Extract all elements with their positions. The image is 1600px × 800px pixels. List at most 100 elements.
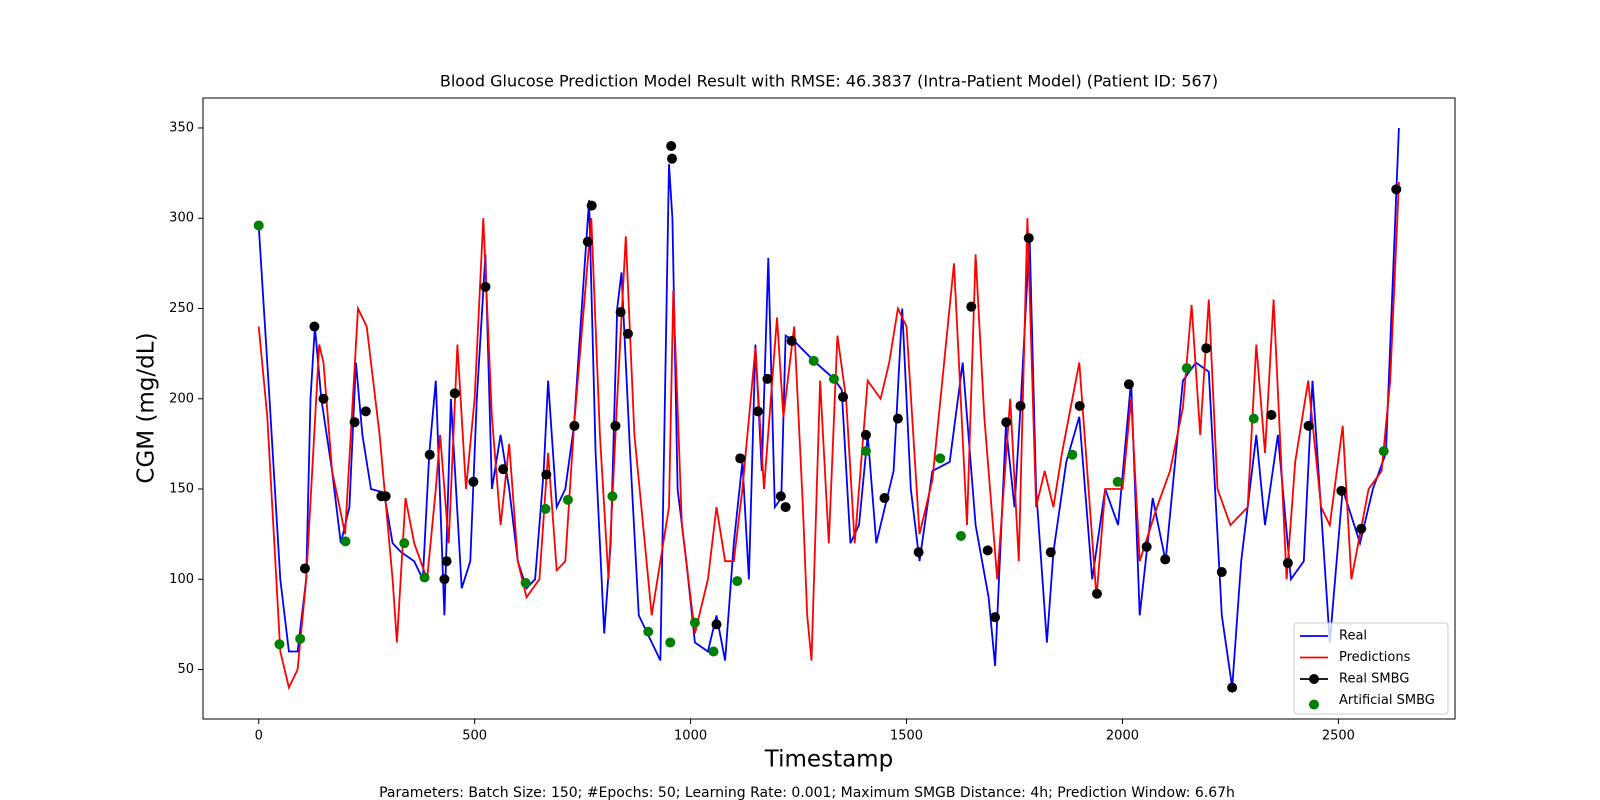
smbg-point [1248,413,1259,424]
x-tick-label: 0 [255,729,263,744]
smbg-point [610,420,621,431]
legend-label: Artificial SMBG [1339,693,1435,708]
smbg-point [449,388,460,399]
smbg-point [752,406,763,417]
smbg-point [582,236,593,247]
smbg-point [1141,541,1152,552]
smbg-point [562,494,573,505]
smbg-point [667,153,678,164]
smbg-point [468,476,479,487]
smbg-point [380,491,391,502]
smbg-point [775,491,786,502]
smbg-point [1001,417,1012,428]
legend-box [1293,622,1449,715]
smbg-point [786,335,797,346]
chart-title: Blood Glucose Prediction Model Result wi… [440,72,1218,91]
smbg-point [1112,476,1123,487]
smbg-point [540,503,551,514]
smbg-point [1391,184,1402,195]
smbg-point [935,453,946,464]
smbg-point [498,464,509,475]
smbg-point [1282,558,1293,569]
smbg-point [1181,363,1192,374]
legend-label: Real SMBG [1339,672,1409,687]
smbg-point [1123,379,1134,390]
y-tick-label: 200 [169,391,194,406]
smbg-point [1045,547,1056,558]
smbg-point [838,391,849,402]
smbg-point [689,617,700,628]
smbg-point [732,576,743,587]
smbg-point [309,321,320,332]
smbg-point [711,619,722,630]
legend-marker [1309,699,1319,710]
y-tick-label: 150 [169,482,194,497]
legend-label: Real [1339,629,1367,644]
smbg-point [1356,523,1367,534]
smbg-point [541,469,552,480]
legend-marker [1309,674,1319,684]
smbg-point [780,502,791,513]
smbg-point [419,572,430,583]
smbg-point [1378,446,1389,457]
plot-area [253,127,1402,693]
smbg-point [1303,420,1314,431]
smbg-point [480,281,491,292]
x-tick-label: 2500 [1322,729,1355,744]
smbg-point [990,612,1001,623]
smbg-point [1067,449,1078,460]
series-line [257,182,1400,691]
smbg-point [318,393,329,404]
smbg-point [615,307,626,318]
smbg-point [892,413,903,424]
smbg-point [860,446,871,457]
smbg-point [966,301,977,312]
smbg-point [1074,400,1085,411]
smbg-point [399,538,410,549]
y-tick-label: 250 [169,301,194,316]
smbg-point [643,626,654,637]
legend-label: Predictions [1339,650,1411,665]
smbg-point [1015,400,1026,411]
smbg-point [360,406,371,417]
smbg-point [913,547,924,558]
smbg-point [955,530,966,541]
smbg-point [708,646,719,657]
smbg-point [340,536,351,547]
smbg-point [253,220,264,231]
smbg-point [274,639,285,650]
smbg-point [1091,588,1102,599]
y-tick-label: 350 [169,120,194,135]
smbg-point [569,420,580,431]
smbg-point [665,637,676,648]
smbg-point [424,449,435,460]
x-tick-label: 500 [462,729,487,744]
smbg-point [1216,567,1227,578]
smbg-point [860,429,871,440]
smbg-point [1023,233,1034,244]
x-tick-label: 1500 [890,729,923,744]
smbg-point [586,200,597,211]
smbg-point [1336,485,1347,496]
smbg-point [808,355,819,366]
y-tick-label: 100 [169,572,194,587]
series-line [257,127,1400,688]
smbg-point [299,563,310,574]
smbg-point [1160,554,1171,565]
smbg-point [1266,409,1277,420]
smbg-point [1227,682,1238,693]
y-tick-label: 300 [169,211,194,226]
x-axis-label: Timestamp [764,747,893,773]
smbg-point [1201,343,1212,354]
x-tick-label: 2000 [1106,729,1139,744]
smbg-point [982,545,993,556]
smbg-point [349,417,360,428]
smbg-point [439,574,450,585]
y-axis-label: CGM (mg/dL) [134,332,160,483]
smbg-point [295,633,306,644]
y-tick-label: 50 [177,662,194,677]
smbg-point [666,141,677,152]
smbg-point [441,556,452,567]
